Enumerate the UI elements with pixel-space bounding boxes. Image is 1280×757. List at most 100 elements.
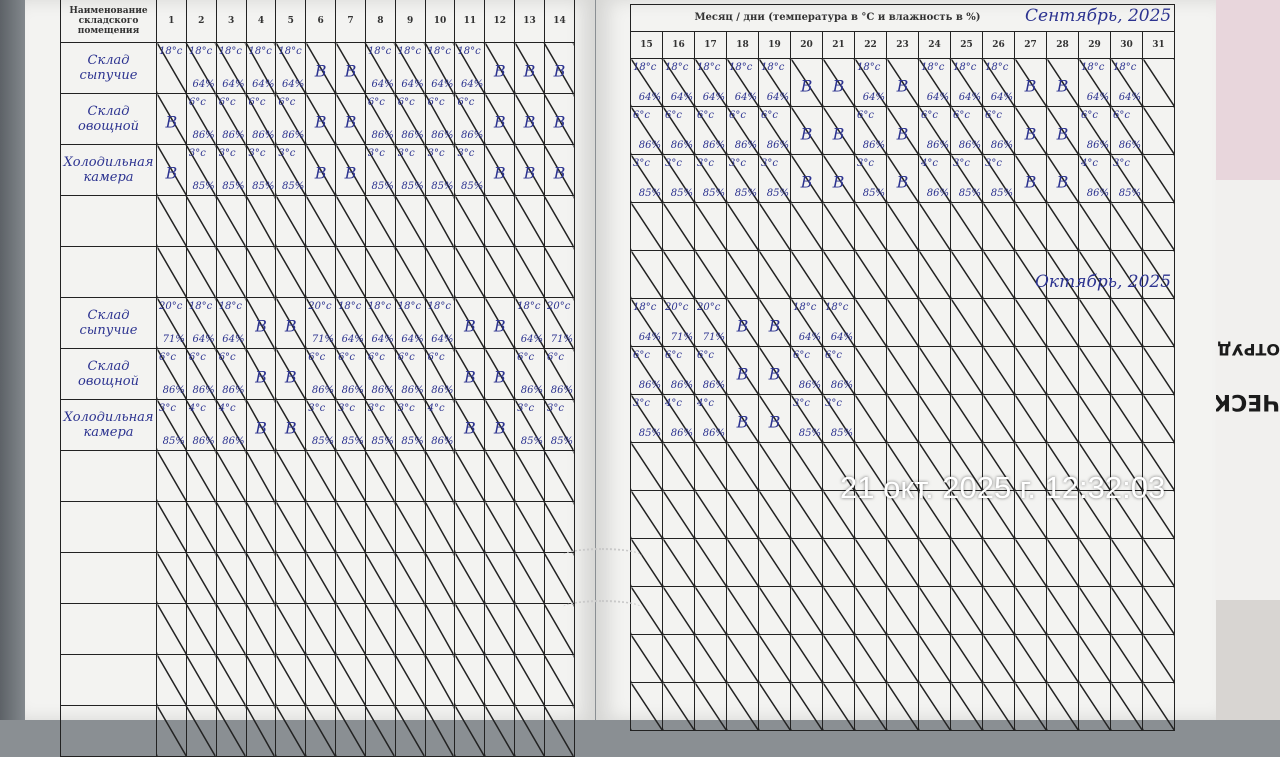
storage-room-name: Склад сыпучие <box>60 42 157 94</box>
day-cell <box>335 246 366 298</box>
day-cell: 3°c 85% <box>335 399 366 451</box>
day-cell <box>275 552 307 604</box>
day-cell: 18°c 64% <box>424 297 456 349</box>
day-cell <box>854 202 887 251</box>
storage-room-name <box>60 195 157 247</box>
day-cell <box>726 202 759 251</box>
day-header: 1 <box>156 0 187 43</box>
humidity-value: 86% <box>520 385 543 396</box>
day-cell <box>886 682 919 731</box>
day-cell <box>335 501 366 553</box>
day-header: 4 <box>245 0 277 43</box>
day-cell <box>1078 442 1111 491</box>
day-cell <box>694 634 727 683</box>
temperature-value: 3°c <box>985 158 1002 169</box>
humidity-value: 86% <box>1086 140 1109 151</box>
day-off-mark: B <box>553 163 566 183</box>
day-cell: 6°c 86% <box>424 348 456 400</box>
day-cell <box>886 634 919 683</box>
day-cell: 3°c 85% <box>245 144 277 196</box>
humidity-value: 64% <box>431 79 454 90</box>
humidity-value: 86% <box>401 385 424 396</box>
day-cell: B <box>245 297 277 349</box>
day-cell: 6°c 86% <box>514 348 545 400</box>
day-cell <box>185 450 217 502</box>
day-off-mark: B <box>314 61 327 81</box>
day-cell <box>1142 106 1175 155</box>
day-off-mark: B <box>255 316 267 336</box>
day-cell: 20°c 71% <box>543 297 576 349</box>
temperature-value: 6°c <box>427 352 445 363</box>
temperature-value: 6°c <box>188 352 206 363</box>
day-cell <box>726 538 759 587</box>
day-header: 19 <box>758 31 791 59</box>
temperature-value: 18°c <box>921 62 945 73</box>
day-cell <box>1046 586 1079 635</box>
day-off-mark: B <box>553 61 566 81</box>
day-cell <box>1014 298 1047 347</box>
table-row <box>630 634 1175 683</box>
day-cell: 3°c 85% <box>454 144 486 196</box>
day-cell <box>454 501 486 553</box>
day-cell <box>1046 394 1079 443</box>
humidity-value: 86% <box>431 130 454 141</box>
humidity-value: 64% <box>401 334 424 345</box>
day-cell: B <box>305 93 337 145</box>
humidity-value: 64% <box>766 92 789 103</box>
day-header: 20 <box>790 31 823 59</box>
day-cell <box>918 586 951 635</box>
day-cell <box>1014 346 1047 395</box>
temperature-value: 3°c <box>397 403 415 414</box>
day-off-mark: B <box>493 418 506 438</box>
day-cell <box>950 442 983 491</box>
humidity-value: 86% <box>192 436 215 447</box>
day-cell <box>543 246 576 298</box>
day-cell <box>790 634 823 683</box>
day-cell <box>982 538 1015 587</box>
humidity-value: 86% <box>431 436 454 447</box>
temperature-value: 6°c <box>921 110 938 121</box>
humidity-value: 85% <box>401 181 424 192</box>
day-cell <box>694 586 727 635</box>
day-cell <box>305 552 337 604</box>
humidity-value: 85% <box>401 436 424 447</box>
humidity-value: 85% <box>371 436 394 447</box>
day-cell: 6°c 86% <box>950 106 983 155</box>
storage-room-name: Склад овощной <box>60 93 157 145</box>
temperature-value: 18°c <box>633 62 657 73</box>
day-off-mark: B <box>553 112 566 132</box>
day-off-mark: B <box>1056 123 1069 143</box>
table-row <box>630 586 1175 635</box>
humidity-value: 64% <box>1086 92 1109 103</box>
day-cell <box>854 634 887 683</box>
day-cell <box>335 603 366 655</box>
temperature-value: 3°c <box>665 158 682 169</box>
storage-room-name <box>60 705 157 757</box>
storage-room-name: Склад овощной <box>60 348 157 400</box>
day-cell <box>484 195 516 247</box>
day-cell <box>982 682 1015 731</box>
day-cell <box>950 490 983 539</box>
day-cell <box>854 586 887 635</box>
humidity-value: 64% <box>1118 92 1141 103</box>
day-cell <box>918 298 951 347</box>
day-cell <box>484 603 516 655</box>
day-cell <box>854 250 887 299</box>
temperature-value: 3°c <box>825 398 842 409</box>
day-cell <box>790 490 823 539</box>
day-cell <box>245 246 277 298</box>
humidity-value: 64% <box>862 92 885 103</box>
temperature-value: 18°c <box>517 301 541 312</box>
day-cell: 18°c 64% <box>918 58 951 107</box>
temperature-value: 3°c <box>953 158 970 169</box>
day-off-mark: B <box>523 163 536 183</box>
temperature-value: 20°c <box>546 301 571 312</box>
temperature-value: 18°c <box>278 46 302 57</box>
temperature-value: 18°c <box>397 301 422 312</box>
humidity-value: 64% <box>222 79 245 90</box>
day-cell: 6°c 86% <box>394 348 426 400</box>
day-cell <box>1110 634 1143 683</box>
temperature-value: 6°c <box>427 97 445 108</box>
day-cell <box>275 654 307 706</box>
day-cell <box>1110 202 1143 251</box>
